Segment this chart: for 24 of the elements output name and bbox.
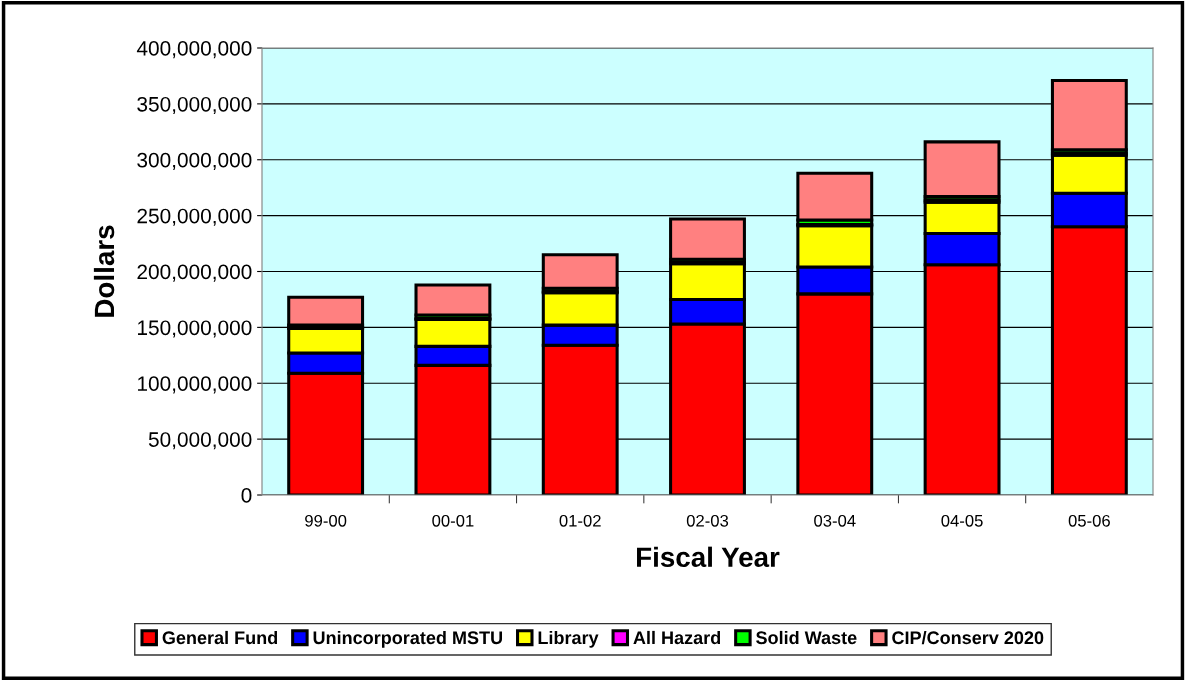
legend-label: General Fund (162, 630, 278, 645)
y-tick-label: 250,000,000 (137, 208, 252, 226)
x-tick-label: 03-04 (814, 514, 856, 527)
x-tick-label: 00-01 (432, 514, 474, 527)
legend-label: All Hazard (633, 630, 721, 645)
legend-label: Unincorporated MSTU (313, 630, 503, 648)
y-axis-title: Dollars (93, 225, 115, 317)
legend-label: Solid Waste (756, 630, 857, 645)
x-tick-label: 02-03 (686, 514, 729, 527)
y-tick-label: 300,000,000 (137, 152, 252, 170)
y-tick-label: 350,000,000 (137, 96, 252, 115)
y-tick-label: 100,000,000 (138, 376, 252, 394)
x-tick-label: 05-06 (1068, 514, 1110, 527)
y-tick-label: 150,000,000 (138, 320, 252, 338)
x-axis-title: Fiscal Year (637, 546, 780, 568)
x-tick-label: 01-02 (559, 514, 601, 527)
y-tick-label: 50,000,000 (148, 432, 252, 450)
x-tick-label: 99-00 (305, 514, 347, 527)
y-tick-label: 400,000,000 (136, 41, 252, 59)
x-tick-label: 04-05 (941, 514, 983, 527)
y-tick-label: 0 (241, 488, 252, 503)
y-tick-label: 200,000,000 (137, 264, 252, 282)
legend-label: Library (538, 630, 599, 648)
legend-label: CIP/Conserv 2020 (892, 630, 1044, 645)
